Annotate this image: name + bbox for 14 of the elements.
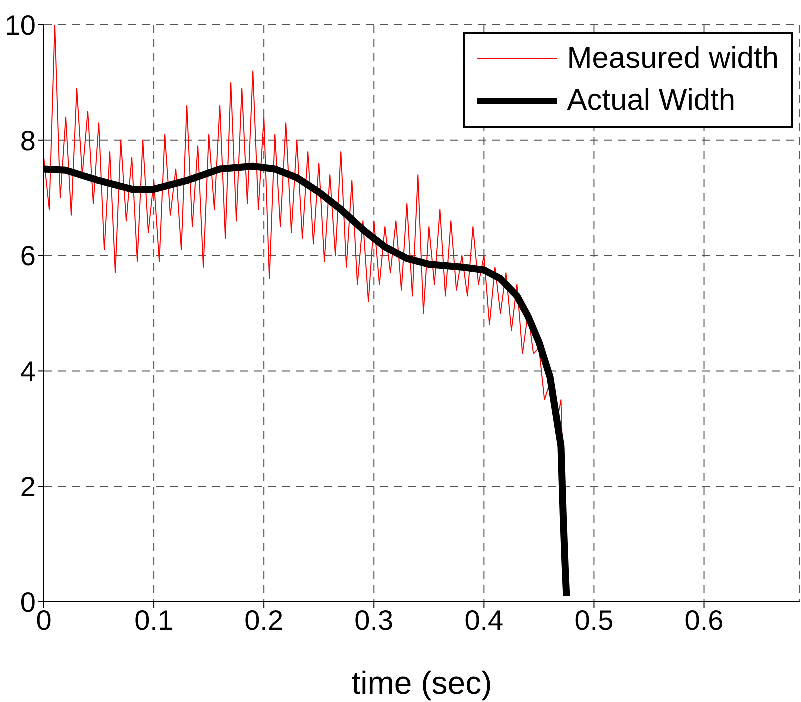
x-tick-label: 0.3 <box>354 604 394 636</box>
x-tick-label: 0.1 <box>134 604 174 636</box>
y-tick-label: 2 <box>20 472 36 503</box>
x-tick-label: 0.2 <box>244 604 284 636</box>
x-tick-label: 0.6 <box>684 604 724 636</box>
y-tick-label: 10 <box>4 10 36 41</box>
x-tick-label: 0.5 <box>574 604 614 636</box>
y-tick-label: 4 <box>20 356 36 388</box>
legend-label: Measured width <box>567 42 779 76</box>
x-axis-title: time (sec) <box>352 665 492 701</box>
x-tick-label: 0.4 <box>464 604 504 636</box>
y-tick-label: 8 <box>20 125 36 156</box>
y-tick-label: 6 <box>20 240 36 272</box>
legend-label: Actual Width <box>567 84 736 118</box>
